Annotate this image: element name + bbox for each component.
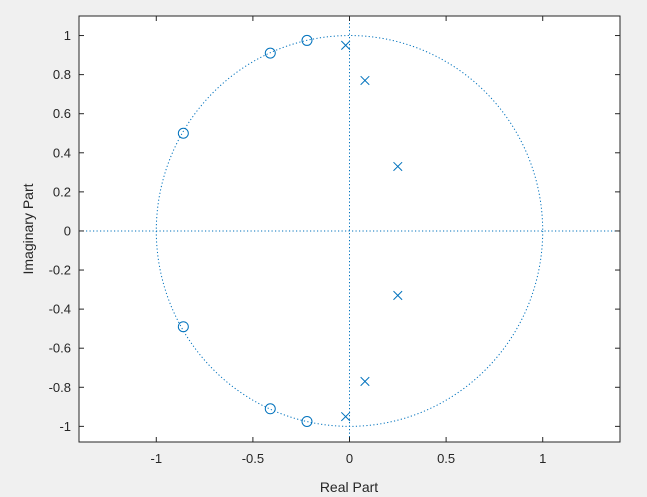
unit-circle: [155, 35, 544, 427]
zero-marker: [177, 321, 189, 333]
pole-marker: [393, 290, 403, 301]
plot-marks: [177, 34, 403, 427]
pole-marker: [360, 75, 370, 86]
y-tick-label: 1: [64, 28, 71, 43]
zero-marker: [177, 127, 189, 139]
y-tick-label: 0.2: [53, 184, 71, 199]
x-tick-label: 0: [346, 451, 353, 466]
pole-marker: [340, 411, 351, 422]
pole-marker: [340, 40, 351, 50]
zero-marker: [264, 403, 276, 415]
zero-marker: [301, 415, 313, 427]
reference-lines: [79, 16, 620, 442]
y-tick-label: -1: [59, 419, 71, 434]
pole-marker: [393, 161, 403, 172]
x-tick-label: -1: [151, 451, 163, 466]
y-axis-label: Imaginary Part: [20, 183, 36, 274]
zero-marker: [301, 34, 313, 46]
zero-marker: [264, 47, 276, 59]
y-axis-ticks: 1 0.8 0.6 0.4 0.2 0 -0.2 -0.4 -0.6 -0.8 -1: [49, 28, 620, 434]
y-tick-label: 0: [64, 223, 71, 238]
x-tick-label: -0.5: [242, 451, 264, 466]
x-axis-ticks: -1 -0.5 0 0.5 1: [151, 16, 546, 466]
x-tick-label: 0.5: [437, 451, 455, 466]
x-tick-label: 1: [539, 451, 546, 466]
y-tick-label: 0.4: [53, 145, 71, 160]
y-tick-label: 0.8: [53, 67, 71, 82]
pole-marker: [360, 376, 370, 387]
y-tick-label: -0.6: [49, 341, 71, 356]
y-tick-label: 0.6: [53, 106, 71, 121]
y-tick-label: -0.8: [49, 380, 71, 395]
x-axis-label: Real Part: [320, 479, 378, 495]
y-tick-label: -0.4: [49, 302, 71, 317]
y-tick-label: -0.2: [49, 263, 71, 278]
